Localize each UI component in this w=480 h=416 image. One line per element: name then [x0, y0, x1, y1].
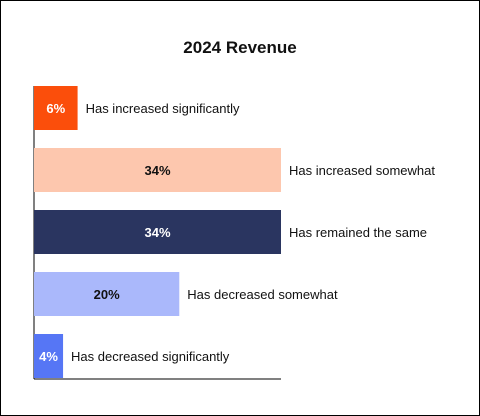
bar-5: [34, 334, 64, 378]
bar-value-label-1: 6%: [46, 101, 65, 116]
category-label-4: Has decreased somewhat: [187, 287, 338, 302]
bar-value-label-5: 4%: [39, 349, 58, 364]
category-label-2: Has increased somewhat: [289, 163, 435, 178]
category-label-3: Has remained the same: [289, 225, 427, 240]
bar-3: [34, 210, 281, 254]
category-label-1: Has increased significantly: [86, 101, 240, 116]
bar-4: [34, 272, 180, 316]
bar-value-label-2: 34%: [144, 163, 170, 178]
bars-group: 6% Has increased significantly 34% Has incr…: [34, 86, 435, 378]
chart-title: 2024 Revenue: [183, 38, 297, 57]
bar-value-label-3: 34%: [144, 225, 170, 240]
category-label-5: Has decreased significantly: [71, 349, 230, 364]
bar-value-label-4: 20%: [94, 287, 120, 302]
bar-1: [34, 86, 78, 130]
bar-2: [34, 148, 281, 192]
